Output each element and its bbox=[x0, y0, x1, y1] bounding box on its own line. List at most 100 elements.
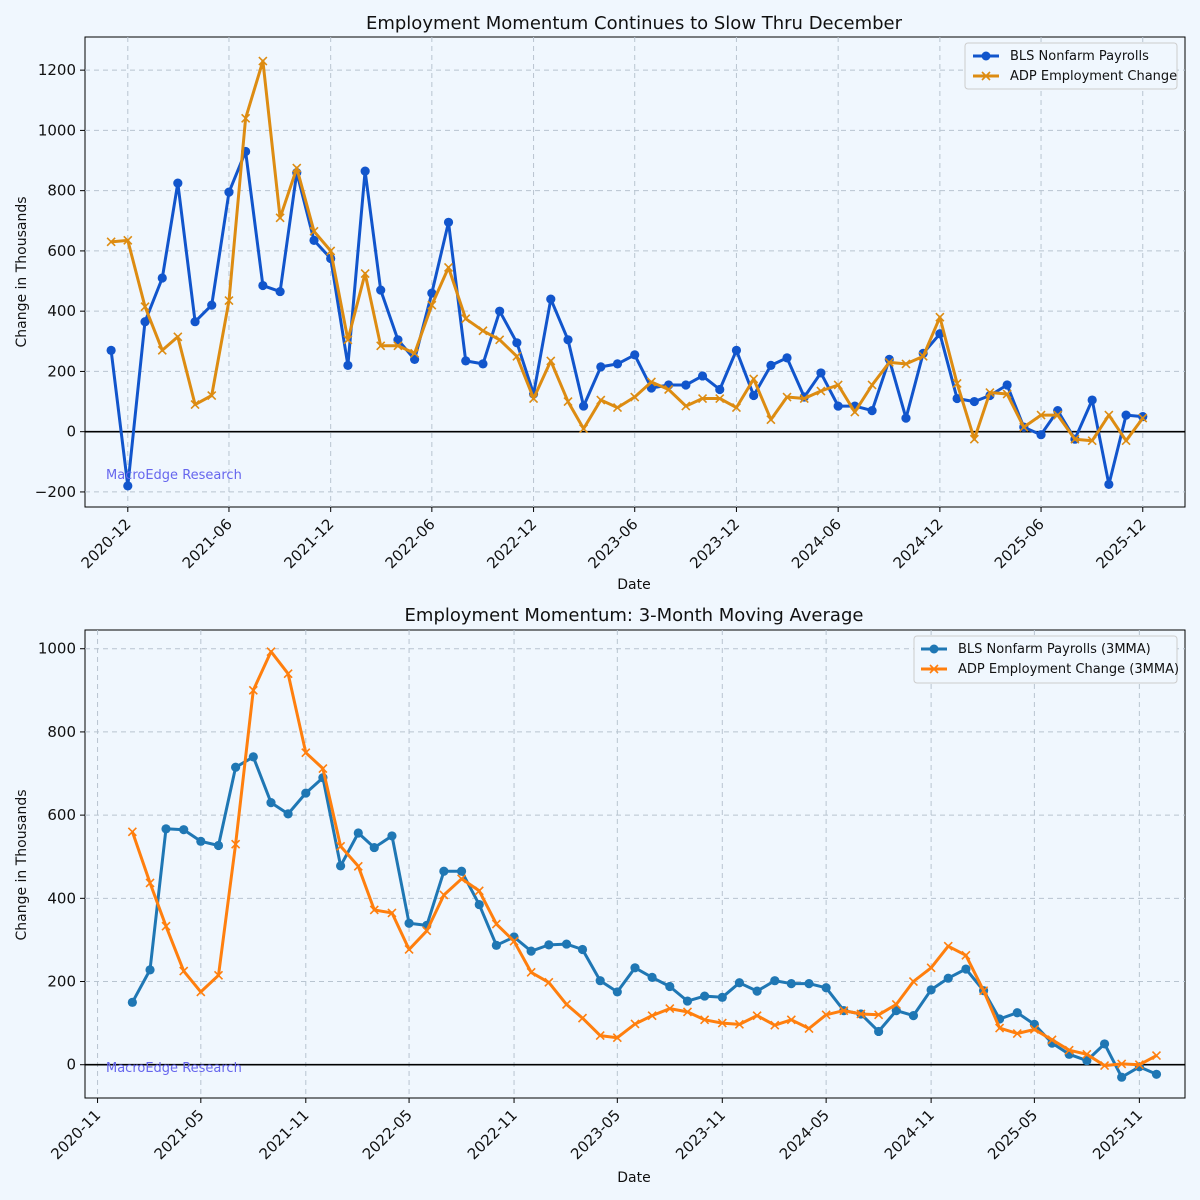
bot-adp-point bbox=[439, 890, 449, 900]
top-bls-point bbox=[106, 345, 116, 355]
bottom-chart: Employment Momentum: 3-Month Moving Aver… bbox=[14, 605, 1186, 1186]
bot-adp-point bbox=[647, 1011, 657, 1021]
bot-bls-point bbox=[491, 940, 501, 950]
bot-bls-point bbox=[665, 981, 675, 992]
bot-adp-point bbox=[577, 1013, 588, 1023]
top-adp-point bbox=[664, 384, 674, 395]
top-bls-point bbox=[766, 360, 776, 370]
bot-bls-point bbox=[283, 809, 293, 819]
bot-x-tick-label: 2021-11 bbox=[256, 1106, 313, 1163]
top-adp-point bbox=[749, 374, 759, 384]
bot-bls-point bbox=[404, 918, 414, 928]
top-bls-point bbox=[360, 166, 370, 176]
bot-bls-point bbox=[734, 978, 745, 988]
top-y-tick-label: 1000 bbox=[38, 121, 76, 139]
top-adp-point bbox=[106, 237, 116, 247]
bot-y-tick-label: 800 bbox=[47, 723, 76, 741]
top-bls-point bbox=[376, 285, 386, 295]
bot-bls-point bbox=[196, 836, 206, 846]
bot-adp-point bbox=[1117, 1059, 1127, 1069]
bot-x-tick-label: 2024-05 bbox=[776, 1106, 833, 1163]
top-adp-point bbox=[1036, 410, 1046, 420]
bot-bls-point bbox=[127, 997, 137, 1007]
top-adp-point bbox=[1070, 434, 1080, 444]
bot-bls-point bbox=[266, 798, 276, 808]
top-x-tick-label: 2025-06 bbox=[991, 515, 1048, 572]
bot-adp-point bbox=[127, 827, 137, 837]
top-adp-point bbox=[1087, 436, 1097, 446]
top-y-tick-label: 1200 bbox=[38, 61, 76, 79]
top-legend: BLS Nonfarm Payrolls ADP Employment Chan… bbox=[964, 42, 1178, 90]
bot-bls-point bbox=[1029, 1019, 1039, 1029]
top-adp-point bbox=[258, 56, 268, 66]
bot-bls-point bbox=[1012, 1008, 1022, 1018]
top-adp-point bbox=[461, 314, 471, 324]
bot-bls-point bbox=[630, 963, 640, 973]
bottom-x-axis-label: Date bbox=[617, 1170, 650, 1186]
bot-adp-point bbox=[161, 921, 171, 931]
top-adp-point bbox=[427, 300, 437, 310]
bot-bls-point bbox=[336, 861, 346, 871]
bot-adp-point bbox=[700, 1015, 710, 1025]
top-y-tick-label: 800 bbox=[47, 182, 76, 200]
bot-adp-point bbox=[804, 1023, 814, 1034]
bot-adp-point bbox=[1029, 1024, 1039, 1034]
top-y-tick-label: 400 bbox=[47, 302, 76, 320]
top-adp-point bbox=[630, 392, 640, 402]
bot-bls-point bbox=[700, 991, 710, 1001]
bot-adp-point bbox=[770, 1020, 780, 1030]
bot-bls-point bbox=[456, 866, 467, 876]
bot-bls-point bbox=[647, 972, 657, 982]
bot-x-tick-label: 2025-05 bbox=[984, 1106, 1041, 1163]
bot-adp-point bbox=[752, 1011, 762, 1021]
top-bls-point bbox=[173, 178, 183, 188]
top-bls-point bbox=[207, 300, 217, 310]
bot-adp-point bbox=[283, 669, 293, 679]
bot-adp-point bbox=[526, 967, 536, 977]
bottom-plot-area bbox=[84, 629, 1186, 1099]
bot-bls-point bbox=[145, 965, 155, 975]
top-adp-point bbox=[241, 113, 251, 123]
bot-adp-point bbox=[145, 878, 155, 888]
top-bls-point bbox=[393, 335, 403, 345]
bot-adp-point bbox=[595, 1031, 605, 1041]
top-adp-point bbox=[681, 401, 691, 411]
top-adp-point bbox=[393, 341, 403, 351]
top-adp-point bbox=[1053, 410, 1063, 420]
bot-adp-point bbox=[856, 1009, 866, 1019]
top-adp-point bbox=[140, 302, 150, 312]
top-adp-point bbox=[123, 235, 133, 245]
bot-adp-point bbox=[456, 874, 467, 884]
bot-adp-point bbox=[1064, 1045, 1074, 1055]
bot-adp-point bbox=[979, 986, 989, 996]
top-adp-point bbox=[207, 390, 217, 401]
top-bls-point bbox=[697, 371, 708, 381]
top-x-axis: 2020-12 2021-06 2021-12 2022-06 2022-12 2023-… bbox=[78, 507, 1150, 572]
top-legend-bls-label: BLS Nonfarm Payrolls bbox=[1010, 49, 1149, 64]
top-bls-point bbox=[427, 288, 437, 298]
top-y-tick-label: −200 bbox=[35, 483, 76, 501]
top-adp-point bbox=[867, 380, 877, 390]
top-adp-point bbox=[528, 393, 539, 404]
bot-bls-point bbox=[1151, 1069, 1162, 1079]
top-bls-point bbox=[630, 350, 640, 360]
bottom-x-axis: 2020-11 2021-05 2021-11 2022-05 2022-11 2023-… bbox=[47, 1098, 1146, 1163]
bot-bls-point bbox=[943, 973, 953, 983]
bot-x-tick-label: 2021-05 bbox=[151, 1106, 208, 1163]
top-chart-title: Employment Momentum Continues to Slow Th… bbox=[366, 13, 903, 34]
bot-x-tick-label: 2023-11 bbox=[672, 1106, 729, 1163]
top-adp-point bbox=[546, 356, 556, 366]
bot-bls-point bbox=[874, 1026, 884, 1037]
top-adp-point bbox=[360, 268, 370, 279]
top-adp-point bbox=[343, 335, 353, 345]
top-bls-point bbox=[546, 294, 556, 304]
top-x-tick-label: 2021-06 bbox=[179, 515, 236, 572]
bot-x-tick-label: 2022-05 bbox=[359, 1106, 416, 1163]
top-bls-point bbox=[731, 345, 742, 355]
top-bls-point bbox=[495, 306, 505, 316]
bottom-legend-bls-marker bbox=[929, 644, 939, 654]
top-bls-point bbox=[258, 280, 268, 291]
top-adp-point bbox=[376, 341, 386, 351]
top-bls-point bbox=[478, 359, 488, 369]
